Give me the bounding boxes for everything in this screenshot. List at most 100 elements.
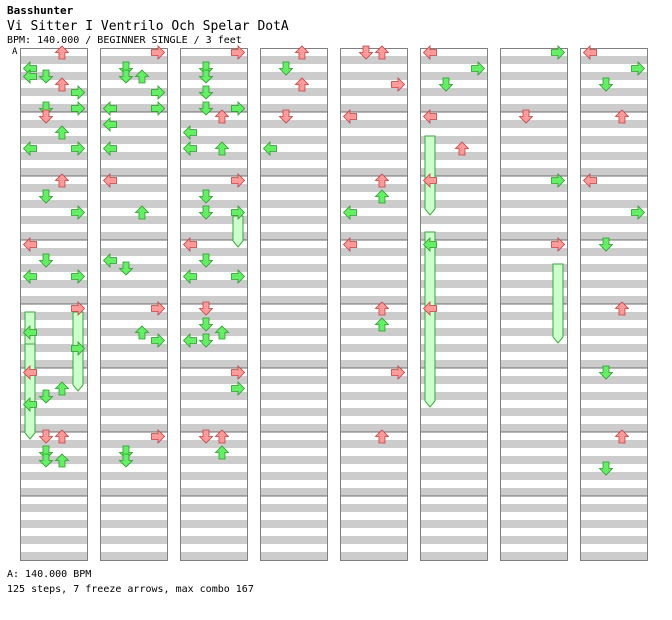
left-step-arrow	[182, 269, 197, 284]
up-step-arrow	[454, 141, 470, 156]
up-step-arrow	[214, 141, 230, 156]
stripe-band	[20, 200, 88, 208]
stripe-band	[580, 72, 648, 80]
stripe-band	[100, 344, 168, 352]
stripe-band	[340, 72, 408, 80]
right-step-arrow	[71, 101, 86, 116]
song-artist: Basshunter	[7, 4, 74, 17]
up-step-arrow	[54, 429, 70, 444]
down-step-arrow	[518, 109, 534, 124]
up-step-arrow	[614, 429, 630, 444]
stripe-band	[20, 72, 88, 80]
stripe-band	[260, 504, 328, 512]
down-step-arrow	[38, 253, 54, 268]
stripe-band	[100, 440, 168, 448]
stripe-band	[100, 120, 168, 128]
stripe-band	[420, 264, 488, 272]
down-step-arrow	[38, 109, 54, 124]
stripe-band	[420, 408, 488, 416]
left-step-arrow	[422, 301, 437, 316]
stripe-band	[580, 296, 648, 304]
left-step-arrow	[182, 237, 197, 252]
stripe-band	[20, 136, 88, 144]
stripe-band	[260, 328, 328, 336]
stripe-band	[500, 104, 568, 112]
stripe-band	[420, 504, 488, 512]
stripe-band	[180, 504, 248, 512]
stripe-band	[260, 424, 328, 432]
stripe-band	[580, 88, 648, 96]
stripe-band	[180, 472, 248, 480]
stripe-band	[20, 472, 88, 480]
stripe-band	[420, 360, 488, 368]
stripe-band	[100, 136, 168, 144]
stripe-band	[260, 312, 328, 320]
left-step-arrow	[182, 333, 197, 348]
stripe-band	[420, 472, 488, 480]
stripe-band	[100, 184, 168, 192]
stripe-band	[20, 488, 88, 496]
right-step-arrow	[631, 205, 646, 220]
stripe-band	[420, 248, 488, 256]
stripe-band	[340, 184, 408, 192]
up-step-arrow	[374, 301, 390, 316]
stripe-band	[20, 536, 88, 544]
stripe-band	[20, 424, 88, 432]
stripe-band	[340, 88, 408, 96]
down-step-arrow	[598, 461, 614, 476]
stripe-band	[20, 440, 88, 448]
stripe-band	[340, 344, 408, 352]
stripe-band	[20, 88, 88, 96]
stripe-band	[340, 312, 408, 320]
stripe-band	[260, 264, 328, 272]
stripe-band	[340, 168, 408, 176]
stripe-band	[580, 280, 648, 288]
stripe-band	[580, 536, 648, 544]
stripe-band	[500, 376, 568, 384]
stripe-band	[500, 296, 568, 304]
stripe-band	[100, 232, 168, 240]
right-step-arrow	[231, 101, 246, 116]
stripe-band	[420, 216, 488, 224]
stripe-band	[20, 232, 88, 240]
left-step-arrow	[102, 141, 117, 156]
down-step-arrow	[198, 253, 214, 268]
left-step-arrow	[422, 173, 437, 188]
stripe-band	[180, 376, 248, 384]
stripe-band	[340, 104, 408, 112]
stripe-band	[420, 152, 488, 160]
down-step-arrow	[198, 85, 214, 100]
left-step-arrow	[102, 101, 117, 116]
stripe-band	[500, 264, 568, 272]
right-step-arrow	[231, 45, 246, 60]
left-step-arrow	[582, 173, 597, 188]
stripe-band	[100, 280, 168, 288]
stripe-band	[500, 152, 568, 160]
stripe-band	[500, 200, 568, 208]
stripe-band	[180, 440, 248, 448]
stripe-band	[500, 248, 568, 256]
stripe-band	[580, 392, 648, 400]
stripe-band	[500, 56, 568, 64]
stripe-band	[180, 344, 248, 352]
stripe-band	[100, 56, 168, 64]
stripe-band	[260, 472, 328, 480]
down-step-arrow	[38, 429, 54, 444]
stripe-band	[580, 168, 648, 176]
chart-column-1	[20, 48, 88, 561]
stripe-band	[500, 408, 568, 416]
stripe-band	[20, 248, 88, 256]
stripe-band	[580, 104, 648, 112]
stripe-band	[420, 280, 488, 288]
stripe-band	[100, 104, 168, 112]
stripe-band	[20, 168, 88, 176]
stripe-band	[500, 328, 568, 336]
right-step-arrow	[151, 85, 166, 100]
stripe-band	[260, 104, 328, 112]
stripe-band	[180, 312, 248, 320]
stripe-band	[580, 552, 648, 560]
stripe-band	[500, 72, 568, 80]
stripe-band	[260, 520, 328, 528]
stripe-band	[500, 136, 568, 144]
stripe-band	[420, 536, 488, 544]
